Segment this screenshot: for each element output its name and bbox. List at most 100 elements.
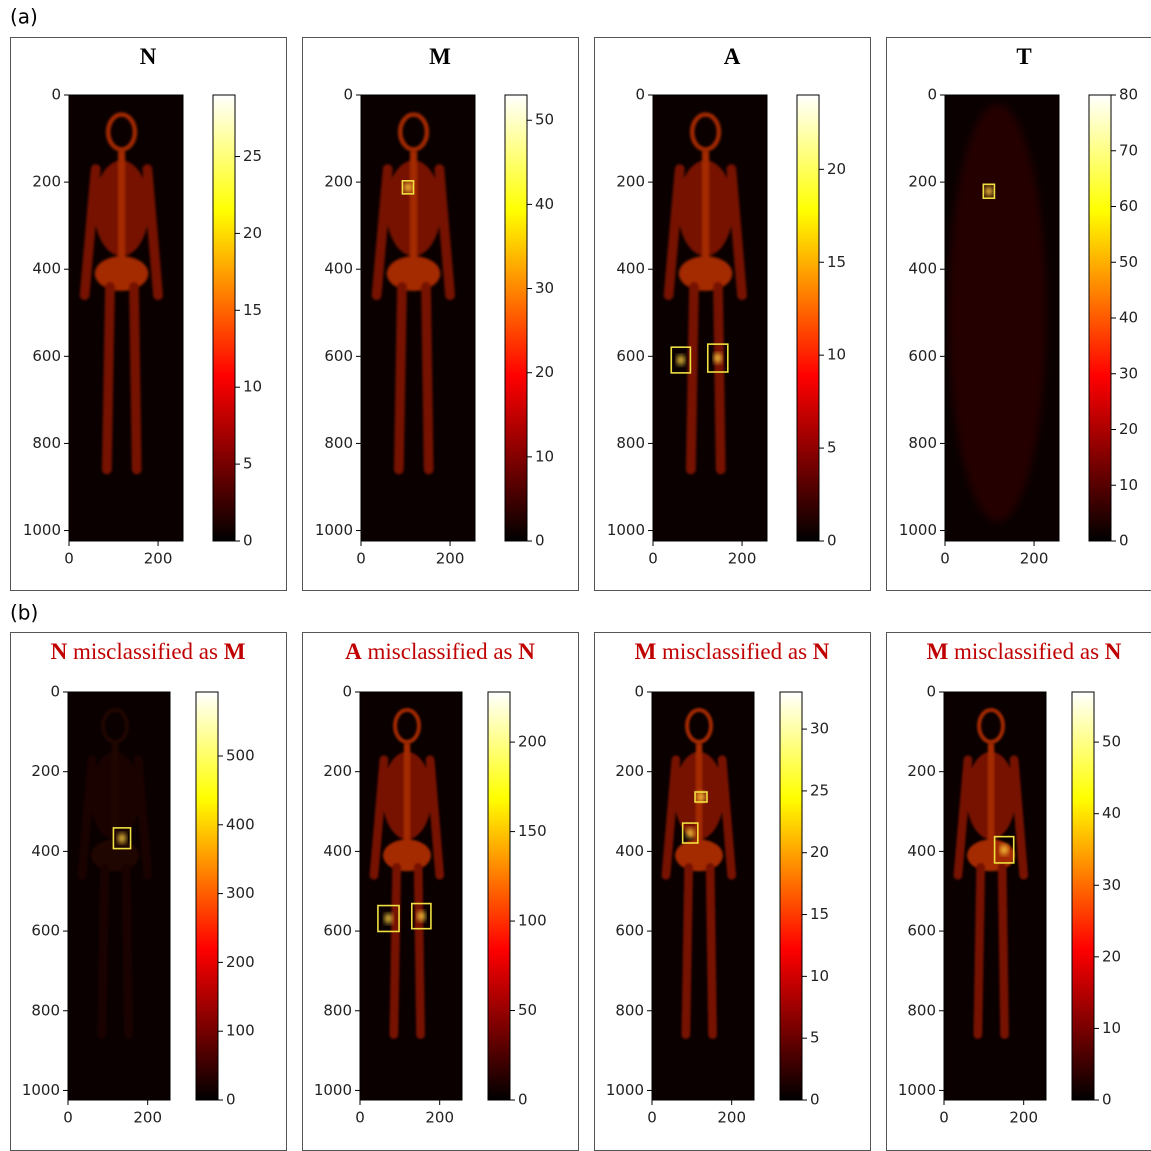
colorbar-tick-label: 20 [1102,947,1121,965]
colorbar-tick-label: 50 [1102,733,1121,751]
head [685,707,713,744]
hot-spot [697,791,706,802]
y-tick-label: 600 [323,922,352,940]
title-part: A [345,639,362,664]
panel-title: N misclassified as M [51,639,246,664]
y-tick-label: 400 [615,842,644,860]
axes-frame [944,94,1060,542]
colorbar-tick-label: 400 [226,815,255,833]
highlight-box [401,180,415,195]
halo [948,103,1047,522]
title-part: misclassified as [67,639,224,664]
colorbar-tick-label: 10 [810,967,829,985]
y-tick-label: 1000 [315,521,353,539]
y-tick-label: 800 [908,434,937,452]
x-tick-label: 200 [717,1109,746,1127]
y-tick-label: 0 [635,86,645,104]
colorbar-tick-label: 0 [810,1091,820,1109]
body [948,103,1047,522]
y-tick-label: 600 [615,922,644,940]
colorbar-tick-label: 5 [810,1029,820,1047]
title-part: T [1016,44,1031,69]
head [689,112,722,152]
hot-spot [117,833,126,844]
title-part: N [813,639,830,664]
colorbar-tick-label: 10 [535,447,554,465]
y-tick-label: 400 [323,842,352,860]
limb [369,755,389,880]
head [397,112,430,152]
scan-image [369,707,445,1040]
highlight-box [681,822,699,844]
hot-spot [417,911,426,922]
x-tick-label: 0 [355,1109,365,1127]
colorbar-tick-label: 500 [226,746,255,764]
limb [425,755,445,880]
axes-frame [652,94,768,542]
limb [129,281,142,475]
highlight-box [410,902,432,930]
limb [681,862,694,1040]
title-part: N [1105,639,1122,664]
spine [403,743,411,852]
y-tick-label: 400 [32,260,61,278]
y-tick-label: 600 [324,347,353,365]
hot-spot [676,355,685,366]
panel-title: N [140,44,157,69]
y-tick-label: 800 [323,1001,352,1019]
scan-image [371,112,455,475]
colorbar-tick-label: 50 [535,111,554,129]
limb [717,755,737,880]
colorbar-tick-label: 50 [1119,253,1138,271]
colorbar-tick-label: 20 [1119,420,1138,438]
colorbar-tick-label: 10 [1119,476,1138,494]
panel-frame [886,37,1151,591]
colorbar-tick-label: 80 [1119,86,1138,104]
colorbar-tick-label: 40 [1102,804,1121,822]
pelvis [386,256,441,291]
limb [421,281,434,475]
y-tick-label: 1000 [23,521,61,539]
colorbar-tick-label: 30 [535,279,554,297]
x-tick-label: 200 [425,1109,454,1127]
limb [389,862,402,1040]
panel-title: A [724,44,741,69]
hot-spot [403,182,412,193]
colorbar-tick-label: 0 [518,1091,528,1109]
limb [101,281,115,475]
title-part: N [51,639,68,664]
limb [661,755,681,880]
axes-frame [360,94,476,542]
pelvis [675,839,723,872]
colorbar-tick-label: 150 [518,822,547,840]
y-tick-label: 600 [908,347,937,365]
axes-frame [651,691,755,1101]
scan-image [663,112,747,475]
spine [117,151,126,270]
y-tick-label: 400 [324,260,353,278]
axes-frame [68,94,184,542]
panel-frame [594,37,871,591]
colorbar [796,94,820,542]
x-tick-label: 200 [436,550,465,568]
colorbar-tick-label: 10 [827,346,846,364]
hot-spot [984,186,993,197]
colorbar-tick-label: 0 [827,532,837,550]
y-tick-label: 0 [926,683,936,701]
y-tick-label: 200 [32,173,61,191]
y-tick-label: 0 [927,86,937,104]
panel-frame [10,37,287,591]
title-part: M [429,44,451,69]
y-tick-label: 800 [32,434,61,452]
scan-image [948,103,1047,522]
limb [97,862,110,1040]
pelvis [383,839,431,872]
body [371,112,455,475]
panel-title: M [429,44,451,69]
y-tick-label: 200 [324,173,353,191]
colorbar-tick-label: 0 [1119,532,1129,550]
colorbar-tick-label: 25 [810,781,829,799]
colorbar-tick-label: 25 [243,147,262,165]
pelvis [91,839,139,872]
x-tick-label: 0 [939,1109,949,1127]
